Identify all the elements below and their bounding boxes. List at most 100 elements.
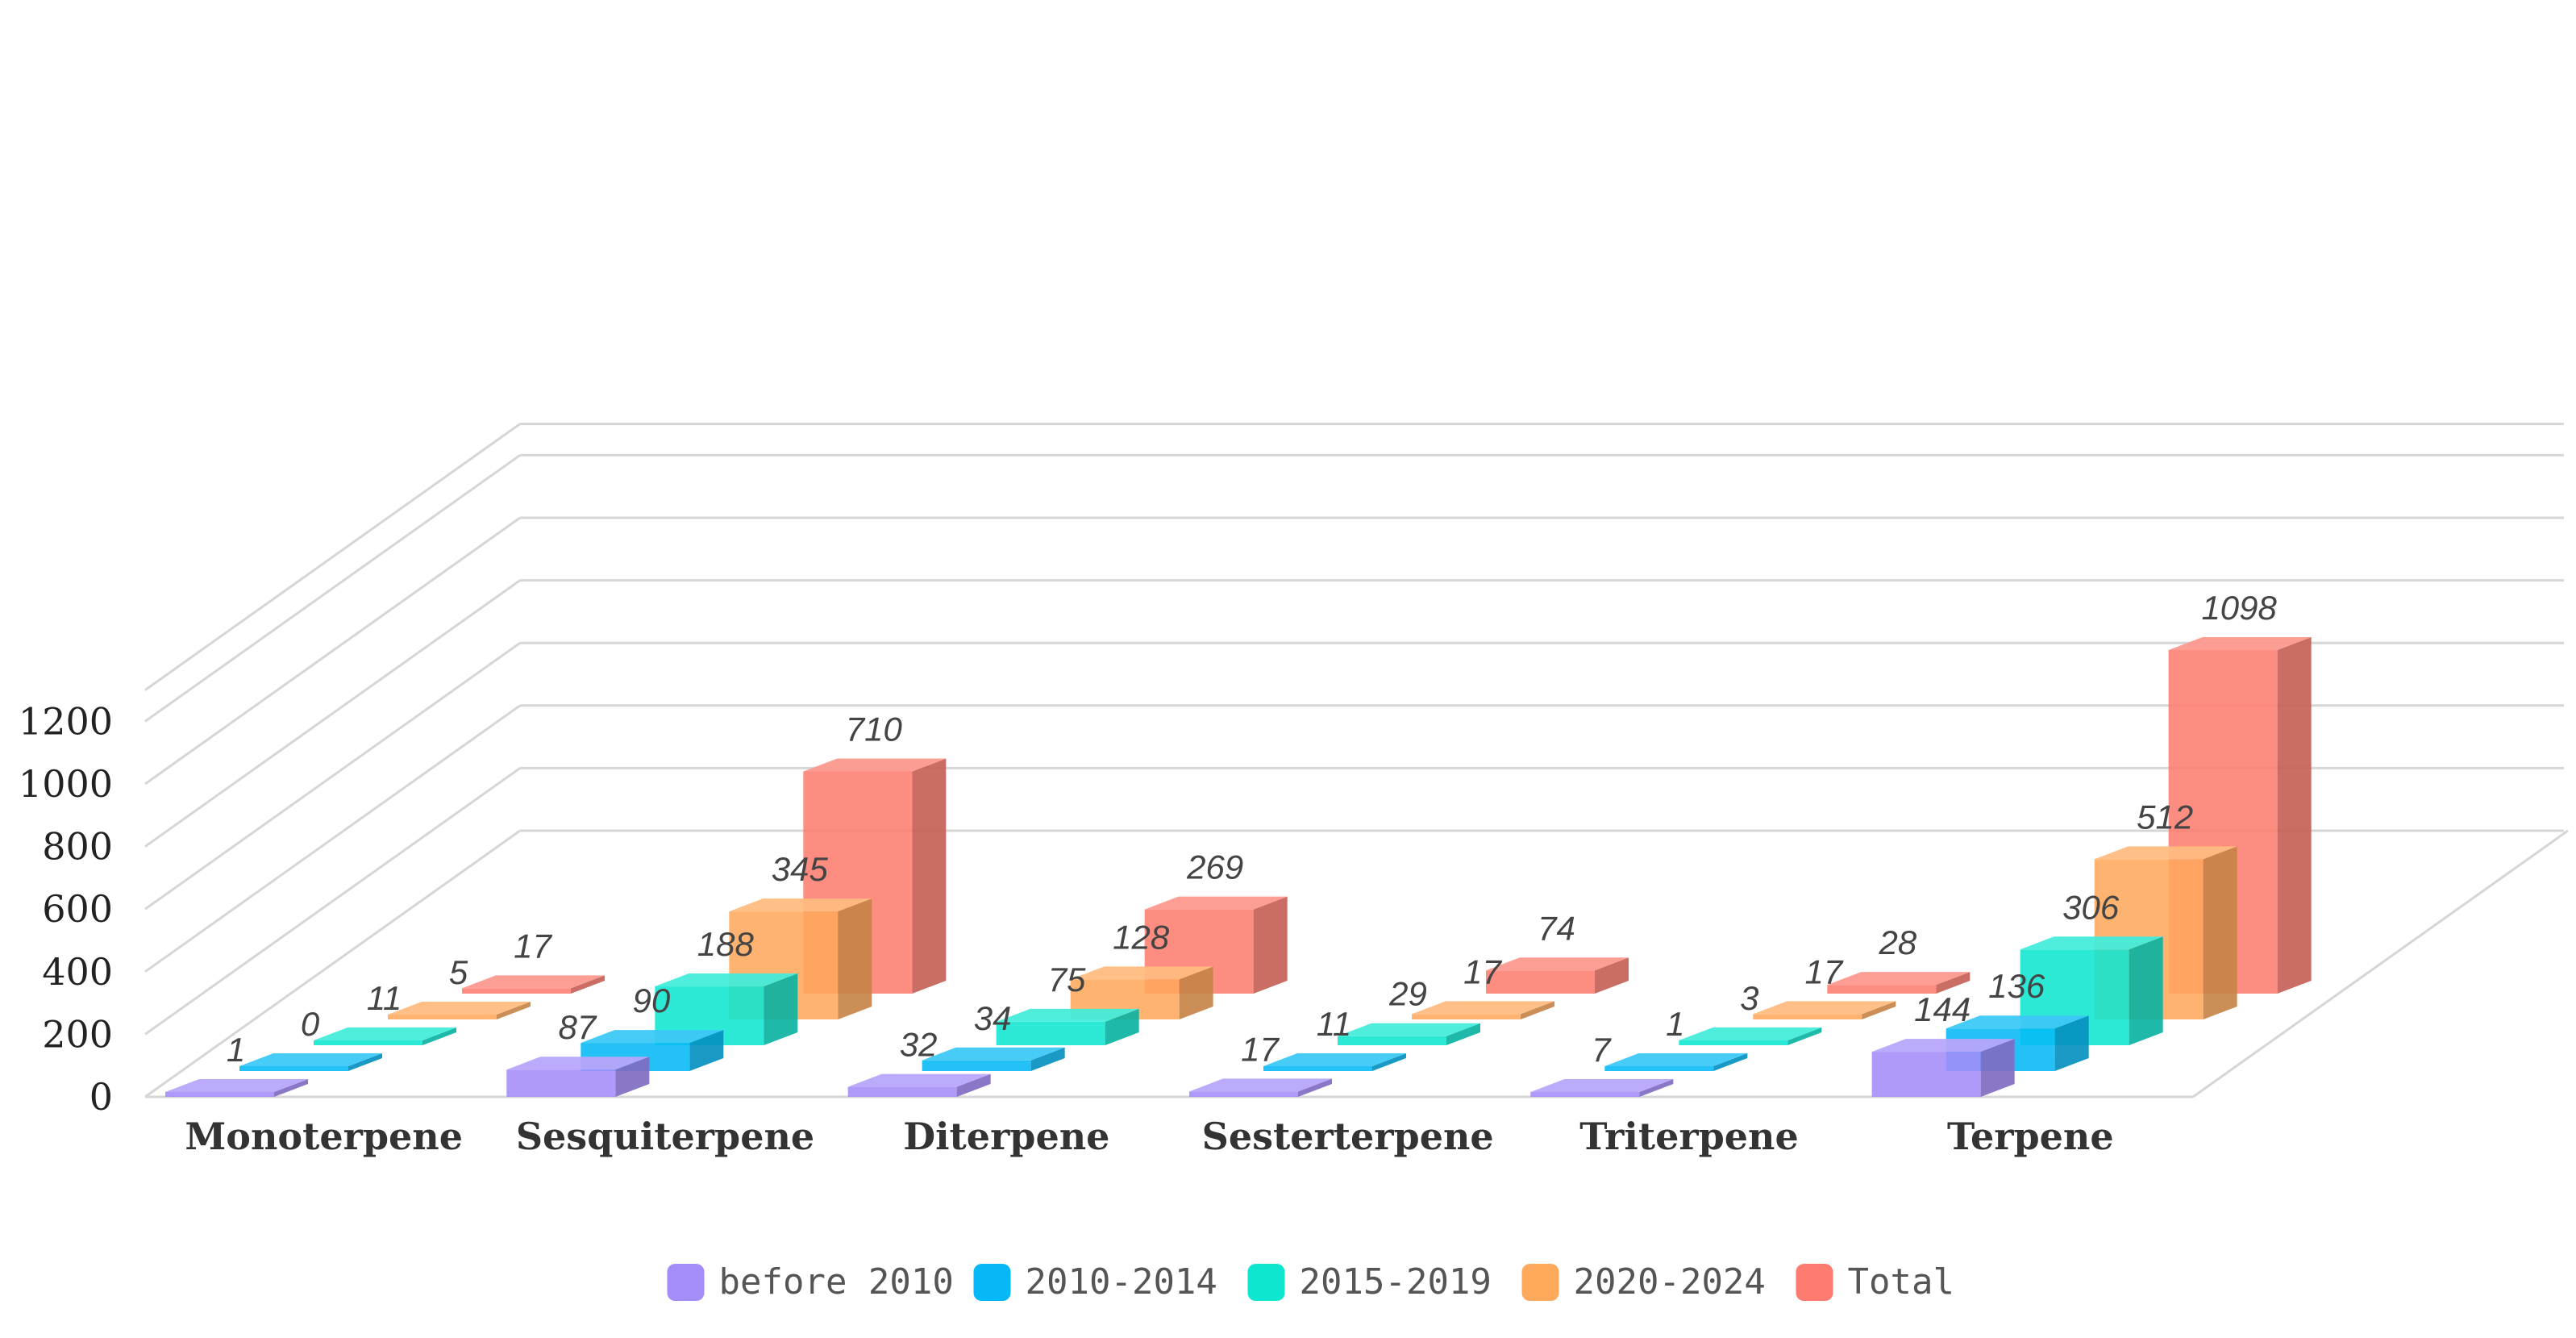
bar-side-face (1639, 1079, 1674, 1097)
bar-top-face (2094, 846, 2237, 860)
bar-top-face (655, 973, 798, 987)
data-label: 1 (1666, 1005, 1684, 1043)
gridline-depth (144, 641, 521, 911)
bar-front-face (1871, 1052, 1981, 1097)
x-category-label: Sesquiterpene (516, 1115, 814, 1158)
bar-side-face (274, 1079, 308, 1097)
bar (922, 1047, 1065, 1071)
data-label: 17 (1241, 1030, 1280, 1068)
bar (1871, 1039, 2015, 1097)
data-label: 710 (846, 711, 903, 748)
bar (506, 1057, 650, 1097)
data-label: 269 (1186, 848, 1243, 886)
bar-front-face (506, 1069, 616, 1097)
legend-swatch (973, 1264, 1011, 1301)
legend-item[interactable]: Total (1796, 1261, 1954, 1303)
bar-front-face (314, 1040, 422, 1045)
legend-item[interactable]: 2015-2019 (1247, 1261, 1492, 1303)
gridline-depth (144, 704, 521, 973)
data-label: 188 (697, 925, 755, 963)
bar-side-face (1595, 957, 1629, 994)
data-label: 87 (558, 1008, 597, 1046)
data-label: 17 (1463, 952, 1502, 990)
bar (1530, 1079, 1674, 1097)
data-label: 512 (2137, 798, 2193, 836)
bar-side-face (2054, 1015, 2089, 1071)
chart-grid (144, 423, 2569, 1098)
bar-front-face (1604, 1066, 1714, 1071)
legend-item[interactable]: 2020-2024 (1521, 1261, 1766, 1303)
data-label: 144 (1914, 990, 1970, 1028)
legend-label: before 2010 (719, 1261, 954, 1303)
gridline-depth (144, 829, 521, 1098)
bar-front-face (1679, 1040, 1788, 1045)
y-tick-label: 1000 (19, 762, 113, 806)
bar (2020, 936, 2163, 1045)
bar (1338, 1023, 1480, 1045)
gridline-depth (144, 767, 521, 1036)
bar-side-face (764, 973, 798, 1045)
data-label: 5 (449, 953, 468, 991)
bar-top-face (506, 1057, 650, 1070)
bar-top-face (1871, 1039, 2015, 1052)
bar-front-face (1412, 1014, 1521, 1019)
bar-front-face (996, 1021, 1105, 1045)
bar-side-face (1030, 1047, 1065, 1071)
bar-top-face (462, 975, 605, 989)
bar (239, 1053, 382, 1071)
bar-top-face (2168, 636, 2312, 650)
data-label: 11 (1317, 1005, 1352, 1043)
bar-top-face (922, 1047, 1065, 1061)
bar-top-face (1263, 1053, 1406, 1066)
data-label: 34 (974, 999, 1012, 1037)
bar (1604, 1053, 1748, 1071)
x-category-label: Sesterterpene (1202, 1115, 1494, 1158)
gridline-depth (144, 516, 521, 786)
bar (847, 1073, 991, 1097)
legend-label: 2010-2014 (1026, 1261, 1217, 1303)
bar-side-face (571, 975, 605, 994)
legend-label: 2015-2019 (1300, 1261, 1492, 1303)
legend-item[interactable]: before 2010 (667, 1261, 954, 1303)
y-tick-label: 200 (42, 1012, 113, 1056)
data-label: 17 (514, 927, 552, 965)
bar-front-face (239, 1066, 348, 1071)
data-label: 32 (900, 1026, 938, 1064)
gridline-depth (144, 579, 521, 848)
bar-front-face (1753, 1014, 1862, 1019)
bar-top-face (1070, 966, 1213, 980)
bar-side-face (422, 1027, 456, 1045)
y-tick-label: 0 (89, 1075, 113, 1119)
y-tick-label: 600 (42, 887, 113, 931)
bar-front-face (165, 1092, 274, 1097)
bar-side-face (1298, 1078, 1332, 1097)
legend-item[interactable]: 2010-2014 (973, 1261, 1217, 1303)
bar-side-face (1253, 896, 1288, 994)
bar (1189, 1078, 1332, 1097)
bar-side-face (912, 758, 947, 994)
bar-top-face (803, 758, 947, 772)
bar-top-face (581, 1030, 724, 1044)
data-label: 306 (2062, 888, 2120, 926)
bar-side-face (956, 1073, 991, 1097)
data-label: 90 (632, 982, 670, 1019)
bar-top-face (239, 1053, 382, 1066)
bar-side-face (1105, 1008, 1139, 1045)
y-tick-label: 800 (42, 825, 113, 869)
bar-top-face (1827, 972, 1970, 986)
legend-swatch (1247, 1264, 1285, 1301)
bar-top-face (1144, 896, 1288, 910)
bar-front-face (388, 1015, 497, 1019)
bar (1679, 1027, 1822, 1045)
bar-top-face (1486, 957, 1629, 971)
y-axis: 0 200 400 600 800 1000 1200 (19, 699, 113, 1119)
bar-top-face (388, 1002, 531, 1015)
bar-front-face (1338, 1036, 1446, 1045)
data-label: 0 (301, 1005, 320, 1043)
bar-top-face (314, 1027, 456, 1040)
bar-front-face (922, 1060, 1031, 1071)
data-label: 3 (1740, 979, 1758, 1017)
data-label: 136 (1988, 967, 2045, 1005)
bar-side-face (1980, 1039, 2015, 1097)
bar-side-face (1862, 1001, 1896, 1019)
